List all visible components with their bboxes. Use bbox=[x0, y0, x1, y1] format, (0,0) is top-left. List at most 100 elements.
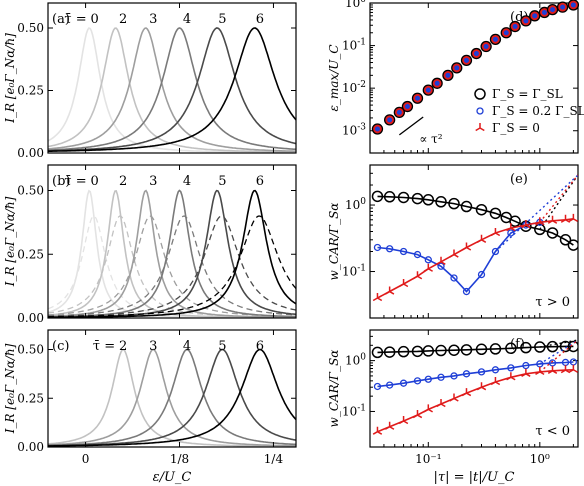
legend-label: Γ_S = 0 bbox=[492, 121, 540, 135]
data-point-inner bbox=[532, 13, 538, 19]
scaling-guide-line bbox=[398, 116, 424, 136]
data-point bbox=[383, 191, 396, 203]
scaling-label: ∝ τ² bbox=[419, 132, 443, 146]
series-line bbox=[377, 361, 574, 388]
curve-tau-4 bbox=[48, 348, 297, 447]
panel-frame bbox=[369, 2, 579, 154]
data-point bbox=[476, 382, 487, 391]
data-point bbox=[534, 341, 546, 353]
data-point-inner bbox=[374, 126, 380, 132]
data-point bbox=[384, 421, 395, 430]
series-line bbox=[377, 369, 574, 433]
data-point bbox=[422, 194, 435, 206]
y-tick-exponent: -2 bbox=[357, 80, 366, 90]
tau-prefix: τ̄ = bbox=[64, 12, 86, 27]
data-point bbox=[423, 263, 433, 272]
panel-a: 0 2 3 4 5 6 τ̄ =(a) 0.00 0.25 0.50I_R [e₀Γ_Nα/ħ] bbox=[3, 2, 297, 160]
tau-label-4: 4 bbox=[183, 174, 191, 189]
data-point-inner bbox=[445, 72, 451, 78]
tau-label-2: 2 bbox=[119, 12, 127, 27]
dashed-curve-tau-2 bbox=[47, 215, 296, 318]
curve-tau-3 bbox=[47, 348, 296, 447]
y-tick-label: 0.50 bbox=[17, 184, 44, 198]
panel-e: 10-1 100 (e) w_CAR/Γ_Sα τ > 0 bbox=[327, 164, 579, 319]
data-point bbox=[489, 207, 502, 220]
data-point bbox=[491, 247, 500, 256]
data-point bbox=[567, 239, 578, 251]
y-axis-label: w_CAR/Γ_Sα bbox=[327, 203, 341, 281]
tau-label-4: 4 bbox=[183, 339, 191, 354]
data-point bbox=[520, 341, 532, 354]
tau-prefix: τ̄ = bbox=[64, 174, 86, 189]
tau-label-6: 6 bbox=[256, 339, 264, 354]
curve-tau-6 bbox=[48, 189, 297, 319]
data-point bbox=[437, 373, 445, 381]
data-point bbox=[509, 215, 521, 228]
data-point bbox=[371, 346, 384, 359]
y-tick-exponent: -1 bbox=[357, 403, 366, 413]
y-tick-exponent: 0 bbox=[360, 353, 366, 363]
curve-tau-2 bbox=[47, 27, 297, 153]
data-point-inner bbox=[414, 95, 420, 101]
tau-label-5: 5 bbox=[218, 174, 226, 189]
panel-frame bbox=[47, 2, 297, 154]
data-point bbox=[489, 343, 502, 355]
tau-label-6: 6 bbox=[256, 174, 264, 189]
data-point bbox=[546, 340, 559, 353]
data-point bbox=[475, 203, 488, 216]
y-tick-exponent: 0 bbox=[360, 197, 366, 207]
data-point bbox=[535, 366, 545, 376]
panel-label: (a) bbox=[52, 12, 70, 27]
x-tick-label: 10⁻¹ bbox=[415, 452, 441, 466]
data-point bbox=[450, 274, 458, 282]
x-tick-label: 1/8 bbox=[170, 452, 189, 466]
data-point bbox=[383, 346, 396, 358]
y-tick-exponent: -1 bbox=[357, 38, 366, 48]
data-point bbox=[477, 270, 486, 279]
curve-tau-3 bbox=[47, 27, 296, 152]
data-point-inner bbox=[404, 104, 410, 110]
tau-label-5: 5 bbox=[218, 12, 226, 27]
data-point bbox=[436, 256, 446, 265]
data-point bbox=[424, 256, 432, 264]
y-tick-label: 100 bbox=[345, 197, 366, 212]
data-point bbox=[476, 234, 487, 243]
data-point-inner bbox=[570, 2, 576, 8]
data-point-inner bbox=[473, 51, 479, 57]
data-point bbox=[567, 340, 578, 353]
data-point bbox=[411, 192, 424, 205]
data-point bbox=[560, 365, 571, 374]
data-point bbox=[384, 286, 395, 295]
panel-frame bbox=[369, 329, 579, 448]
data-point bbox=[534, 223, 546, 236]
data-point-inner bbox=[454, 65, 460, 71]
y-axis-label: w_CAR/Γ_Sα bbox=[327, 350, 341, 428]
data-point bbox=[477, 368, 486, 376]
legend-marker bbox=[474, 88, 486, 100]
x-axis-left-column: 0 1/8 1/4 ε/U_C bbox=[82, 452, 284, 485]
corner-label: τ > 0 bbox=[535, 295, 570, 310]
data-point bbox=[460, 200, 473, 213]
y-axis-label: I_R [e₀Γ_Nα/ħ] bbox=[3, 33, 17, 124]
data-point bbox=[506, 372, 516, 381]
data-point-inner bbox=[550, 7, 556, 13]
data-point bbox=[461, 388, 472, 397]
series-dotted-line bbox=[539, 339, 578, 348]
y-tick-label: 10-2 bbox=[342, 80, 366, 95]
panel-frame bbox=[47, 164, 297, 319]
panel-b: 0 2 3 4 5 6 τ̄ =(b) 0.00 0.25 0.50I_R [e₀Γ_Nα/ħ] bbox=[3, 164, 297, 325]
data-point bbox=[398, 278, 409, 288]
panel-frame bbox=[369, 164, 579, 319]
data-point bbox=[522, 361, 530, 370]
data-point bbox=[450, 372, 458, 380]
y-tick-label: 0.00 bbox=[17, 440, 44, 454]
data-point bbox=[435, 344, 447, 357]
x-axis-label: |τ| = |t|/U_C bbox=[434, 470, 515, 485]
y-tick-exponent: 0 bbox=[360, 0, 366, 5]
data-point bbox=[448, 344, 460, 356]
y-tick-label: 0.25 bbox=[17, 247, 44, 261]
data-point bbox=[373, 243, 382, 252]
corner-label: τ < 0 bbox=[535, 424, 570, 439]
